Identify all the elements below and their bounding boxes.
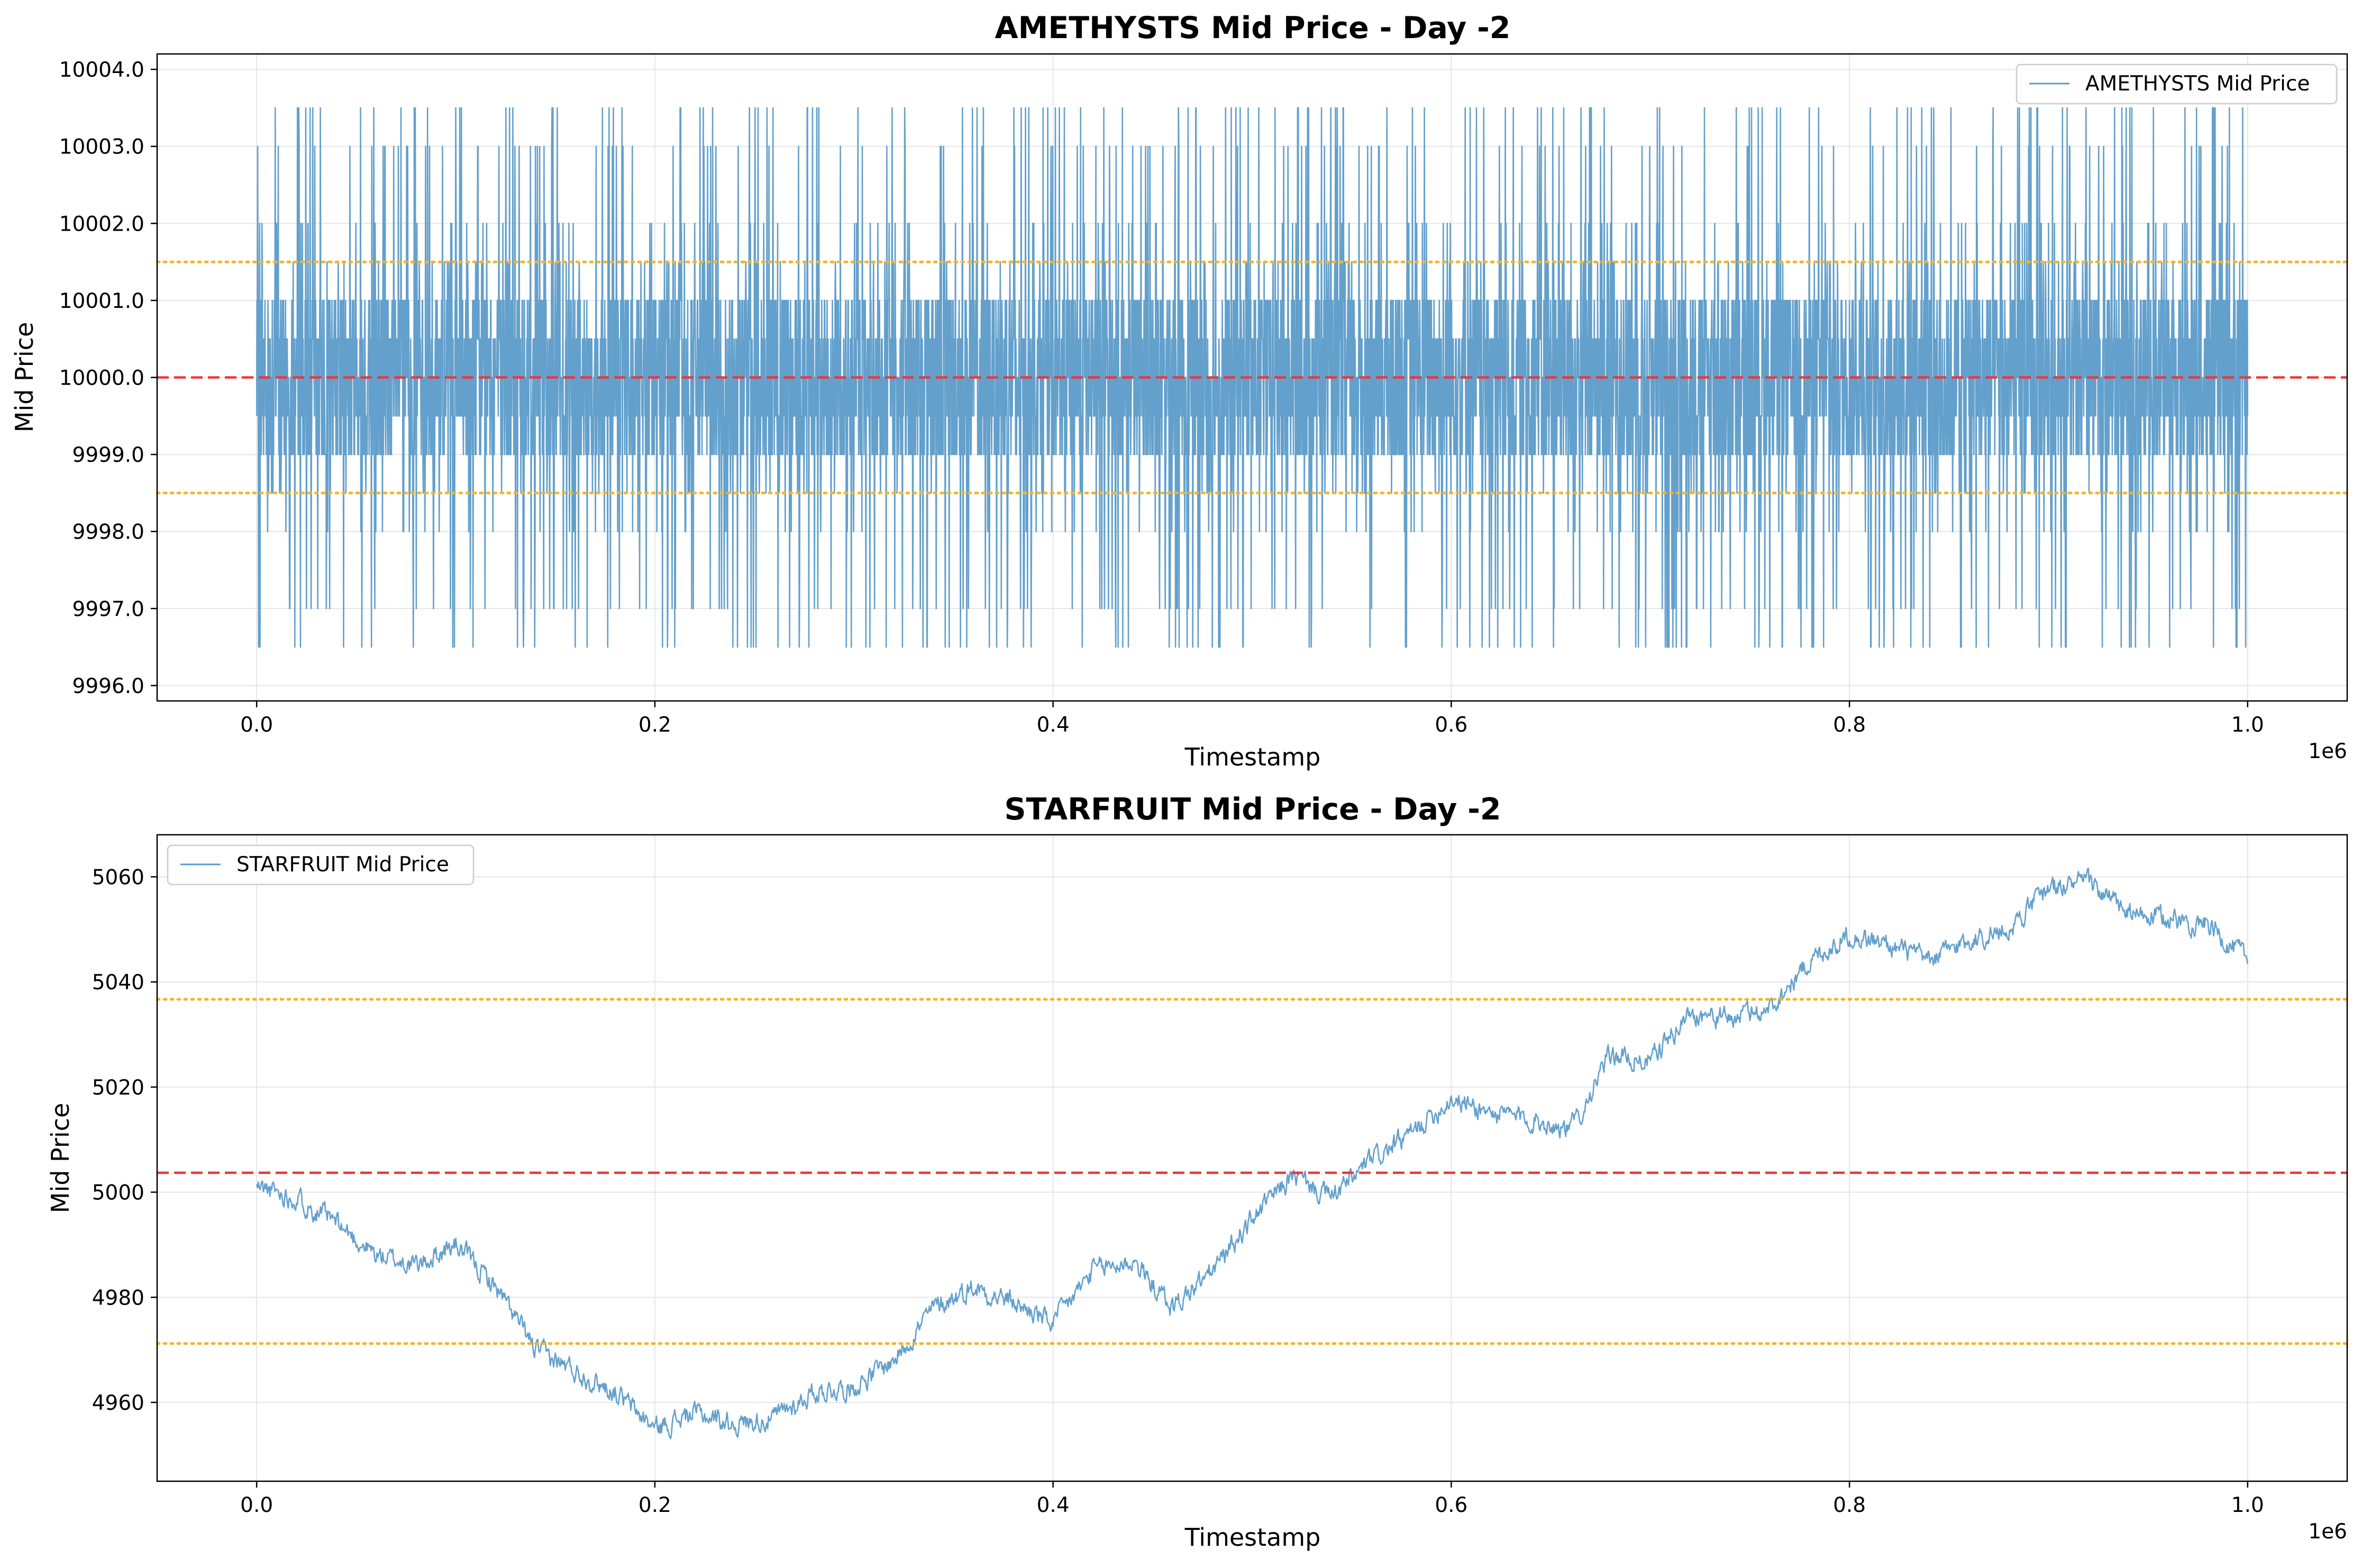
x-tick-label: 1.0 [2231, 1493, 2264, 1517]
y-axis-ticks: 4960 4980 5000 5020 5040 5060 [92, 865, 157, 1415]
x-axis-ticks: 0.0 0.2 0.4 0.6 0.8 1.0 [240, 701, 2264, 737]
y-tick-label: 10004.0 [59, 58, 144, 82]
x-tick-label: 1.0 [2231, 713, 2264, 737]
legend: STARFRUIT Mid Price [167, 844, 475, 886]
legend-label: STARFRUIT Mid Price [236, 853, 449, 877]
x-axis-ticks: 0.0 0.2 0.4 0.6 0.8 1.0 [240, 1481, 2264, 1517]
x-axis-offset-label: 1e6 [2308, 740, 2347, 763]
y-axis-label: Mid Price [46, 1103, 75, 1214]
x-tick-label: 0.4 [1037, 1493, 1070, 1517]
y-axis-label: Mid Price [10, 322, 39, 433]
y-tick-label: 9999.0 [72, 443, 144, 467]
y-tick-label: 10003.0 [59, 135, 144, 159]
starfruit-chart: STARFRUIT Mid Price - Day -2 0.0 0.2 0.4 0.… [46, 792, 2348, 1552]
y-tick-label: 9996.0 [72, 674, 144, 698]
x-tick-label: 0.6 [1435, 1493, 1467, 1517]
y-tick-label: 9998.0 [72, 521, 144, 544]
y-axis-ticks: 9996.0 9997.0 9998.0 9999.0 10000.0 10001.0 10… [59, 58, 157, 698]
x-axis-label: Timestamp [1184, 743, 1321, 771]
x-axis-offset-label: 1e6 [2308, 1520, 2347, 1544]
reference-lines [157, 260, 2347, 495]
x-axis-label: Timestamp [1184, 1523, 1321, 1552]
x-tick-label: 0.2 [639, 713, 671, 737]
legend: AMETHYSTS Mid Price [2016, 63, 2338, 105]
y-tick-label: 9997.0 [72, 597, 144, 621]
x-tick-label: 0.8 [1833, 1493, 1866, 1517]
x-tick-label: 0.0 [240, 1493, 273, 1517]
legend-box [2016, 63, 2338, 105]
x-tick-label: 0.2 [639, 1493, 671, 1517]
y-tick-label: 5020 [92, 1076, 144, 1100]
x-tick-label: 0.6 [1435, 713, 1467, 737]
x-tick-label: 0.0 [240, 713, 273, 737]
y-tick-label: 5000 [92, 1181, 144, 1205]
x-tick-label: 0.8 [1833, 713, 1866, 737]
y-tick-label: 4960 [92, 1391, 144, 1415]
y-tick-label: 5040 [92, 971, 144, 995]
y-tick-label: 5060 [92, 865, 144, 889]
y-tick-label: 10001.0 [59, 289, 144, 313]
grid [157, 835, 2347, 1481]
plot-frame [156, 834, 2348, 1482]
chart-title: STARFRUIT Mid Price - Day -2 [1004, 792, 1501, 827]
amethysts-chart: AMETHYSTS Mid Price - Day -2 0.0 0.2 0.4 0.… [10, 11, 2348, 771]
reference-lines [157, 998, 2347, 1345]
series-line [256, 868, 2249, 1439]
x-tick-label: 0.4 [1037, 713, 1070, 737]
legend-label: AMETHYSTS Mid Price [2085, 72, 2310, 96]
chart-title: AMETHYSTS Mid Price - Day -2 [995, 11, 1511, 45]
starfruit-series [256, 868, 2249, 1439]
y-tick-label: 4980 [92, 1286, 144, 1310]
y-tick-label: 10000.0 [59, 367, 144, 390]
y-tick-label: 10002.0 [59, 212, 144, 236]
legend-box [167, 844, 475, 886]
